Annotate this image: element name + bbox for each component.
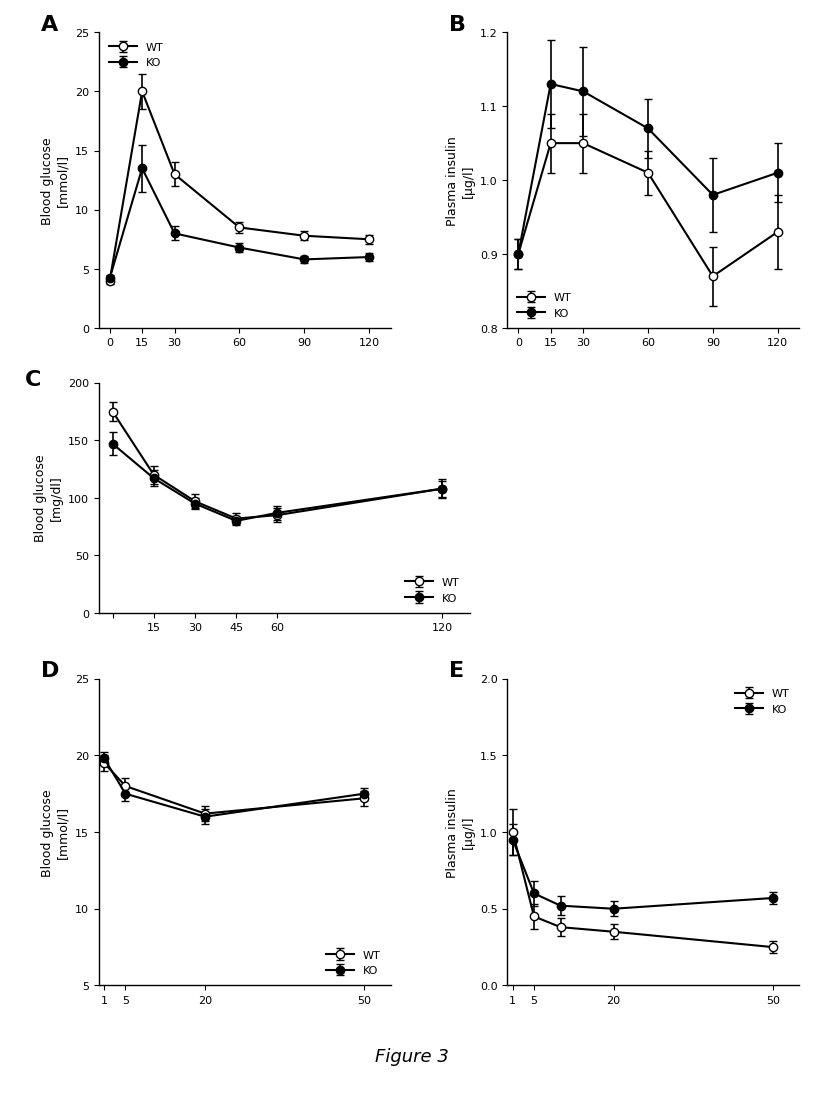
Text: E: E: [449, 660, 464, 680]
Text: Figure 3: Figure 3: [375, 1048, 449, 1065]
Y-axis label: Blood glucose
[mmol/l]: Blood glucose [mmol/l]: [41, 788, 69, 876]
Legend: WT, KO: WT, KO: [322, 945, 385, 980]
Legend: WT, KO: WT, KO: [513, 288, 576, 323]
Text: B: B: [449, 15, 466, 35]
Text: D: D: [40, 660, 59, 680]
Y-axis label: Blood glucose
[mg/dl]: Blood glucose [mg/dl]: [35, 454, 63, 542]
Y-axis label: Blood glucose
[mmol/l]: Blood glucose [mmol/l]: [41, 137, 69, 224]
Legend: WT, KO: WT, KO: [730, 684, 794, 719]
Legend: WT, KO: WT, KO: [400, 573, 464, 608]
Text: C: C: [25, 369, 41, 390]
Legend: WT, KO: WT, KO: [105, 38, 168, 73]
Y-axis label: Plasma insulin
[µg/l]: Plasma insulin [µg/l]: [447, 136, 475, 226]
Y-axis label: Plasma insulin
[µg/l]: Plasma insulin [µg/l]: [447, 787, 475, 877]
Text: A: A: [40, 15, 58, 35]
